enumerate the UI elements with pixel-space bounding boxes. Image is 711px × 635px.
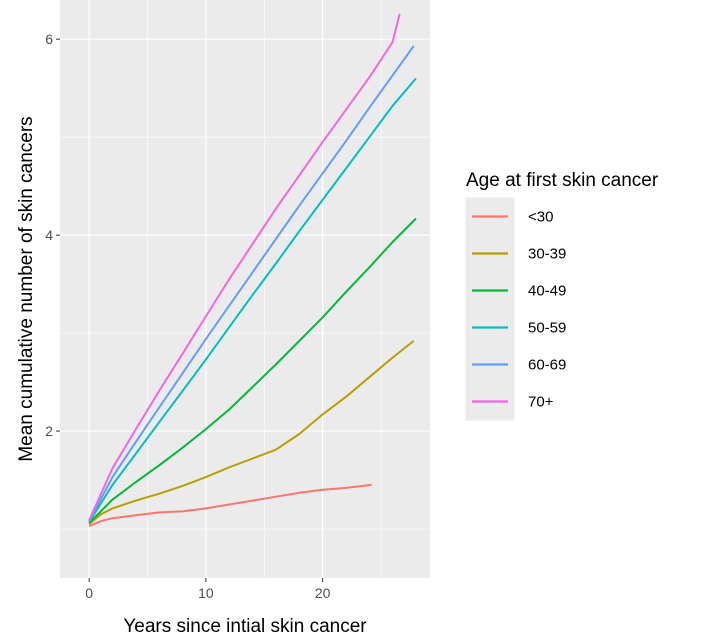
- plot-panel: [60, 0, 430, 578]
- legend-label: 70+: [528, 394, 554, 411]
- axis-ticks: 0 10 20 2 4 6: [45, 31, 330, 601]
- legend-label: 60-69: [528, 357, 566, 374]
- x-tick-label: 20: [315, 585, 331, 601]
- legend-label: 50-59: [528, 320, 566, 337]
- series-line: [88, 340, 415, 525]
- series-line: [88, 77, 417, 523]
- series-line: [88, 217, 417, 524]
- legend-title: Age at first skin cancer: [466, 170, 659, 191]
- y-axis-title: Mean cumulative number of skin cancers: [16, 116, 37, 461]
- y-tick-label: 6: [45, 31, 53, 47]
- x-tick-label: 0: [85, 585, 93, 601]
- gridlines: [60, 0, 430, 578]
- legend-items: <30 30-39 40-49 50-59 60-69 70+: [465, 197, 566, 421]
- series-lines: [88, 13, 417, 528]
- x-axis-title: Years since intial skin cancer: [123, 616, 367, 635]
- legend-label: 30-39: [528, 246, 566, 263]
- legend: Age at first skin cancer <30 30-39 40-49 50…: [465, 170, 659, 421]
- x-tick-label: 10: [198, 585, 214, 601]
- series-line: [88, 13, 401, 521]
- legend-label: 40-49: [528, 283, 566, 300]
- series-line: [88, 483, 372, 528]
- series-line: [88, 45, 415, 522]
- legend-label: <30: [528, 209, 553, 226]
- y-tick-label: 4: [45, 227, 53, 243]
- y-tick-label: 2: [45, 423, 53, 439]
